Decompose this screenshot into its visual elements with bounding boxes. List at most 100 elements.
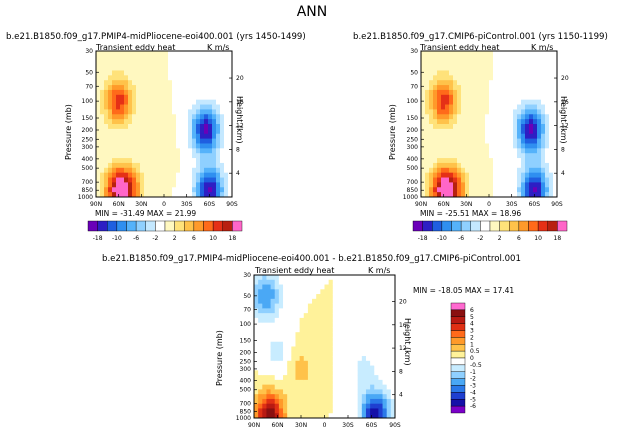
- heatmap-cell: [505, 158, 510, 164]
- heatmap-cell: [320, 379, 325, 386]
- colorbar-label: 2: [173, 235, 177, 242]
- heatmap-cell: [192, 124, 197, 130]
- heatmap-cell: [299, 351, 305, 357]
- heatmap-cell: [303, 332, 309, 338]
- heatmap-cell: [449, 114, 454, 120]
- heatmap-cell: [390, 384, 396, 390]
- heatmap-cell: [437, 128, 442, 135]
- heatmap-cell: [390, 360, 396, 366]
- heatmap-cell: [270, 317, 276, 324]
- heatmap-cell: [533, 104, 538, 110]
- heatmap-cell: [172, 182, 177, 188]
- heatmap-cell: [216, 148, 221, 154]
- heatmap-cell: [324, 322, 330, 328]
- heatmap-cell: [533, 148, 538, 154]
- heatmap-cell: [449, 148, 454, 154]
- heatmap-cell: [485, 70, 490, 76]
- heatmap-cell: [266, 327, 271, 333]
- heatmap-cell: [172, 75, 177, 81]
- heatmap-cell: [188, 104, 193, 110]
- heatmap-cell: [489, 177, 494, 183]
- heatmap-cell: [328, 313, 334, 319]
- heatmap-cell: [208, 172, 213, 178]
- heatmap-cell: [96, 55, 101, 62]
- heatmap-cell: [328, 317, 334, 324]
- heatmap-cell: [469, 119, 474, 125]
- heatmap-cell: [212, 153, 217, 159]
- heatmap-cell: [370, 408, 375, 414]
- heatmap-cell: [421, 192, 426, 198]
- heatmap-cell: [188, 99, 193, 105]
- heatmap-cell: [200, 99, 205, 105]
- heatmap-cell: [433, 128, 438, 135]
- heatmap-cell: [180, 133, 185, 139]
- colorbar-swatch: [450, 330, 466, 338]
- colorbar-swatch: [441, 220, 452, 232]
- heatmap-cell: [228, 55, 233, 62]
- heatmap-cell: [112, 99, 117, 105]
- heatmap-cell: [453, 167, 458, 174]
- heatmap-cell: [453, 55, 458, 62]
- heatmap-cell: [489, 65, 494, 71]
- heatmap-cell: [453, 85, 458, 91]
- heatmap-cell: [361, 322, 367, 328]
- heatmap-cell: [196, 114, 201, 120]
- heatmap-cell: [108, 148, 113, 154]
- heatmap-cell: [374, 398, 379, 405]
- heatmap-cell: [152, 177, 157, 183]
- heatmap-cell: [445, 133, 450, 139]
- heatmap-cell: [254, 356, 259, 362]
- colorbar-label: -6: [133, 235, 139, 242]
- heatmap-cell: [461, 172, 466, 178]
- heatmap-cell: [345, 403, 350, 409]
- heatmap-cell: [513, 55, 518, 62]
- heatmap-cell: [258, 303, 263, 309]
- heatmap-cell: [441, 148, 446, 154]
- heatmap-cell: [429, 158, 434, 164]
- heatmap-cell: [453, 65, 458, 71]
- heatmap-cell: [453, 114, 458, 120]
- heatmap-cell: [196, 187, 201, 193]
- heatmap-cell: [465, 65, 470, 71]
- heatmap-cell: [164, 143, 169, 149]
- heatmap-cell: [545, 80, 550, 86]
- heatmap-cell: [545, 124, 550, 130]
- heatmap-cell: [421, 80, 426, 86]
- heatmap-cell: [336, 327, 342, 333]
- heatmap-cell: [332, 384, 338, 390]
- heatmap-cell: [521, 51, 526, 57]
- x-tick-label: 90S: [226, 201, 238, 208]
- heatmap-cell: [96, 99, 101, 105]
- heatmap-cell: [473, 89, 478, 96]
- heatmap-cell: [144, 148, 149, 154]
- heatmap-cell: [545, 172, 550, 178]
- heatmap-cell: [228, 187, 233, 193]
- heatmap-cell: [374, 384, 379, 390]
- heatmap-cell: [485, 143, 490, 149]
- heatmap-cell: [100, 55, 105, 62]
- heatmap-cell: [104, 109, 109, 115]
- heatmap-cell: [128, 70, 133, 76]
- heatmap-cell: [208, 60, 213, 66]
- heatmap-cell: [429, 114, 434, 120]
- heatmap-cell: [521, 177, 526, 183]
- heatmap-cell: [453, 158, 458, 164]
- heatmap-cell: [533, 177, 538, 183]
- heatmap-cell: [258, 308, 263, 314]
- heatmap-cell: [320, 289, 325, 295]
- heatmap-cell: [100, 182, 105, 188]
- heatmap-cell: [449, 187, 454, 193]
- heatmap-cell: [270, 336, 276, 343]
- heatmap-cell: [136, 80, 141, 86]
- heatmap-cell: [287, 394, 292, 400]
- heatmap-cell: [208, 128, 213, 135]
- heatmap-cell: [180, 60, 185, 66]
- heatmap-cell: [473, 75, 478, 81]
- heatmap-cell: [421, 55, 426, 62]
- heatmap-cell: [283, 275, 288, 281]
- colorbar-swatch: [450, 405, 466, 414]
- heatmap-cell: [274, 327, 280, 333]
- heatmap-cell: [124, 133, 129, 139]
- heatmap-cell: [258, 298, 263, 304]
- heatmap-cell: [378, 413, 383, 419]
